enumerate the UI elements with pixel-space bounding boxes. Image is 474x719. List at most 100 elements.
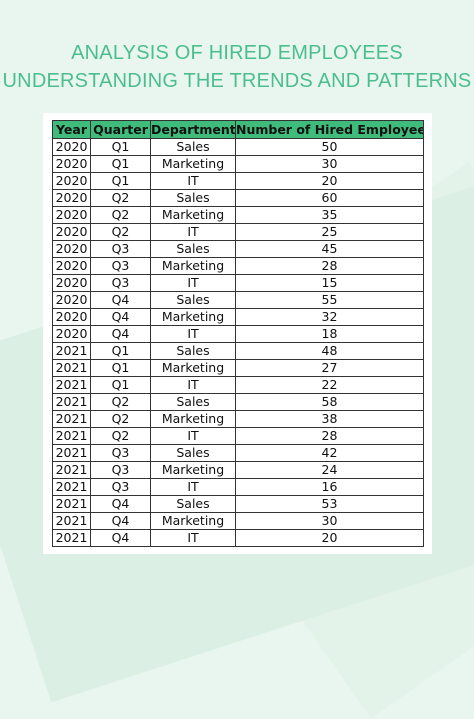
table-row: 2020 Q4 Sales 55 bbox=[52, 291, 424, 309]
table-row: 2020 Q3 IT 15 bbox=[52, 274, 424, 292]
quarter-cell: Q2 bbox=[90, 189, 151, 207]
year-cell: 2020 bbox=[52, 189, 91, 207]
quarter-cell: Q2 bbox=[90, 410, 151, 428]
department-cell: Sales bbox=[150, 495, 236, 513]
department-cell: Marketing bbox=[150, 512, 236, 530]
quarter-cell: Q2 bbox=[90, 223, 151, 241]
department-cell: Sales bbox=[150, 444, 236, 462]
table-row: 2021 Q4 Sales 53 bbox=[52, 495, 424, 513]
table-row: 2021 Q4 IT 20 bbox=[52, 529, 424, 547]
department-cell: Marketing bbox=[150, 359, 236, 377]
year-cell: 2020 bbox=[52, 308, 91, 326]
hired-employees-table: Year Quarter Department Number of Hired … bbox=[52, 120, 424, 547]
year-cell: 2020 bbox=[52, 172, 91, 190]
quarter-cell: Q1 bbox=[90, 376, 151, 394]
department-cell: Sales bbox=[150, 291, 236, 309]
year-cell: 2020 bbox=[52, 206, 91, 224]
hired-count-cell: 16 bbox=[235, 478, 424, 496]
quarter-cell: Q2 bbox=[90, 427, 151, 445]
hired-count-cell: 20 bbox=[235, 172, 424, 190]
table-row: 2020 Q2 IT 25 bbox=[52, 223, 424, 241]
quarter-cell: Q2 bbox=[90, 206, 151, 224]
table-row: 2021 Q2 Sales 58 bbox=[52, 393, 424, 411]
quarter-cell: Q3 bbox=[90, 274, 151, 292]
column-header-year: Year bbox=[52, 120, 91, 139]
department-cell: Marketing bbox=[150, 308, 236, 326]
quarter-cell: Q1 bbox=[90, 342, 151, 360]
hired-count-cell: 42 bbox=[235, 444, 424, 462]
table-row: 2020 Q4 Marketing 32 bbox=[52, 308, 424, 326]
department-cell: Sales bbox=[150, 189, 236, 207]
department-cell: Marketing bbox=[150, 257, 236, 275]
year-cell: 2021 bbox=[52, 461, 91, 479]
hired-count-cell: 58 bbox=[235, 393, 424, 411]
quarter-cell: Q1 bbox=[90, 155, 151, 173]
department-cell: IT bbox=[150, 172, 236, 190]
quarter-cell: Q4 bbox=[90, 291, 151, 309]
table-row: 2021 Q3 Sales 42 bbox=[52, 444, 424, 462]
department-cell: IT bbox=[150, 376, 236, 394]
year-cell: 2020 bbox=[52, 240, 91, 258]
year-cell: 2021 bbox=[52, 376, 91, 394]
column-header-department: Department bbox=[150, 120, 236, 139]
quarter-cell: Q3 bbox=[90, 478, 151, 496]
department-cell: IT bbox=[150, 223, 236, 241]
hired-count-cell: 28 bbox=[235, 427, 424, 445]
table-row: 2021 Q4 Marketing 30 bbox=[52, 512, 424, 530]
hired-count-cell: 50 bbox=[235, 138, 424, 156]
table-row: 2020 Q3 Sales 45 bbox=[52, 240, 424, 258]
table-row: 2021 Q1 IT 22 bbox=[52, 376, 424, 394]
hired-count-cell: 22 bbox=[235, 376, 424, 394]
quarter-cell: Q1 bbox=[90, 359, 151, 377]
year-cell: 2021 bbox=[52, 427, 91, 445]
column-header-hired: Number of Hired Employees bbox=[235, 120, 424, 139]
quarter-cell: Q2 bbox=[90, 393, 151, 411]
table-row: 2021 Q3 IT 16 bbox=[52, 478, 424, 496]
table-row: 2021 Q2 Marketing 38 bbox=[52, 410, 424, 428]
quarter-cell: Q4 bbox=[90, 325, 151, 343]
hired-count-cell: 53 bbox=[235, 495, 424, 513]
quarter-cell: Q3 bbox=[90, 444, 151, 462]
year-cell: 2021 bbox=[52, 444, 91, 462]
department-cell: IT bbox=[150, 325, 236, 343]
hired-count-cell: 25 bbox=[235, 223, 424, 241]
table-sheet: Year Quarter Department Number of Hired … bbox=[43, 113, 432, 554]
year-cell: 2021 bbox=[52, 495, 91, 513]
year-cell: 2021 bbox=[52, 529, 91, 547]
year-cell: 2020 bbox=[52, 325, 91, 343]
hired-count-cell: 28 bbox=[235, 257, 424, 275]
column-header-quarter: Quarter bbox=[90, 120, 151, 139]
hired-count-cell: 55 bbox=[235, 291, 424, 309]
department-cell: IT bbox=[150, 529, 236, 547]
department-cell: Sales bbox=[150, 342, 236, 360]
department-cell: Sales bbox=[150, 393, 236, 411]
year-cell: 2021 bbox=[52, 393, 91, 411]
hired-count-cell: 30 bbox=[235, 155, 424, 173]
table-row: 2020 Q1 IT 20 bbox=[52, 172, 424, 190]
year-cell: 2020 bbox=[52, 223, 91, 241]
hired-count-cell: 60 bbox=[235, 189, 424, 207]
department-cell: IT bbox=[150, 427, 236, 445]
hired-count-cell: 32 bbox=[235, 308, 424, 326]
department-cell: Marketing bbox=[150, 206, 236, 224]
department-cell: Marketing bbox=[150, 155, 236, 173]
department-cell: Marketing bbox=[150, 461, 236, 479]
year-cell: 2021 bbox=[52, 342, 91, 360]
quarter-cell: Q1 bbox=[90, 172, 151, 190]
year-cell: 2020 bbox=[52, 138, 91, 156]
hired-count-cell: 20 bbox=[235, 529, 424, 547]
year-cell: 2020 bbox=[52, 291, 91, 309]
table-row: 2020 Q3 Marketing 28 bbox=[52, 257, 424, 275]
table-row: 2020 Q2 Sales 60 bbox=[52, 189, 424, 207]
department-cell: IT bbox=[150, 274, 236, 292]
year-cell: 2021 bbox=[52, 512, 91, 530]
quarter-cell: Q4 bbox=[90, 308, 151, 326]
year-cell: 2021 bbox=[52, 410, 91, 428]
year-cell: 2020 bbox=[52, 257, 91, 275]
table-row: 2020 Q1 Sales 50 bbox=[52, 138, 424, 156]
table-body: 2020 Q1 Sales 50 2020 Q1 Marketing 30 2020 Q1 IT 20… bbox=[52, 138, 424, 547]
hired-count-cell: 27 bbox=[235, 359, 424, 377]
table-row: 2021 Q1 Sales 48 bbox=[52, 342, 424, 360]
quarter-cell: Q3 bbox=[90, 240, 151, 258]
quarter-cell: Q4 bbox=[90, 495, 151, 513]
